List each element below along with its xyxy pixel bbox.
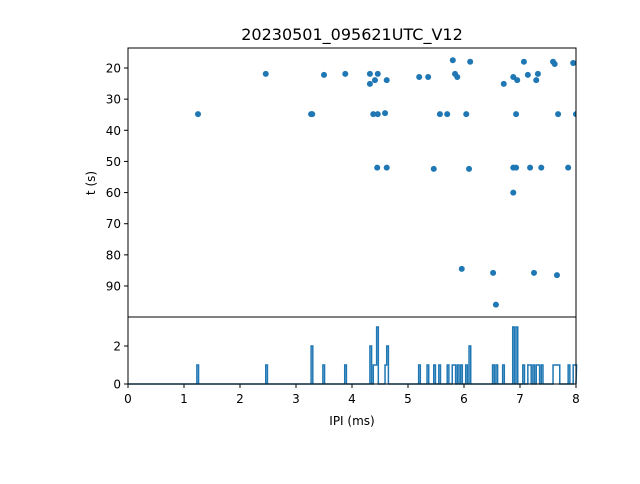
x-tick-label: 4 (348, 392, 356, 406)
scatter-point (534, 70, 541, 77)
y-tick-label: 20 (106, 62, 121, 76)
scatter-point (374, 164, 381, 171)
scatter-point (500, 80, 507, 87)
scatter-point (463, 111, 470, 118)
scatter-point (514, 77, 521, 84)
scatter-point (531, 269, 537, 276)
scatter-point (371, 77, 378, 84)
y-tick-label: 80 (106, 248, 121, 262)
chart-title: 20230501_095621UTC_V12 (241, 25, 463, 45)
x-tick-label: 2 (236, 392, 244, 406)
scatter-point (565, 164, 572, 171)
axes-frame (127, 47, 577, 318)
scatter-point (416, 74, 423, 81)
scatter-point (467, 58, 474, 65)
scatter-point (383, 77, 390, 84)
y-tick-label: 0 (113, 378, 121, 392)
scatter-point (510, 189, 517, 196)
histogram-axes: 0 2 0 1 2 3 4 5 6 7 8 (113, 316, 580, 406)
scatter-point (374, 111, 381, 118)
x-tick-label: 6 (460, 392, 468, 406)
scatter-point (425, 74, 432, 81)
y-tick-label: 30 (106, 93, 121, 107)
scatter-point (555, 111, 562, 118)
scatter-point (449, 57, 456, 64)
points (195, 57, 576, 308)
y-tick-label: 50 (106, 155, 121, 169)
y-tick-label: 90 (106, 280, 121, 294)
scatter-point (444, 111, 451, 118)
scatter-point (466, 165, 473, 172)
scatter-point (513, 164, 520, 171)
x-tick-label: 1 (180, 392, 188, 406)
scatter-point (527, 164, 534, 171)
scatter-point (492, 301, 499, 308)
scatter-point (382, 110, 389, 117)
scatter-point (458, 265, 465, 272)
x-tick-label: 8 (572, 392, 580, 406)
scatter-point (366, 80, 373, 87)
y-tick-label: 40 (106, 124, 121, 138)
y-axis-label: t (s) (84, 171, 98, 195)
y-tick-label: 2 (113, 340, 121, 354)
scatter-point (538, 164, 545, 171)
scatter-point (383, 164, 390, 171)
x-tick-label: 0 (124, 392, 132, 406)
scatter-point (342, 70, 349, 77)
scatter-point (374, 70, 381, 77)
scatter-point (454, 74, 461, 81)
y-tick-label: 70 (106, 217, 121, 231)
scatter-point (553, 272, 560, 279)
x-axis-label: IPI (ms) (329, 414, 374, 428)
scatter-point (321, 71, 327, 78)
scatter-point (370, 111, 377, 118)
scatter-point (520, 58, 527, 65)
scatter-point (573, 111, 576, 118)
x-tick-label: 7 (516, 392, 524, 406)
scatter-point (195, 111, 201, 118)
scatter-axes: 20 30 40 50 60 70 80 90 (106, 47, 577, 318)
x-tick-label: 5 (404, 392, 412, 406)
axes-frame (127, 316, 577, 385)
scatter-point (430, 165, 437, 172)
scatter-point (490, 269, 497, 276)
histogram-line (128, 326, 578, 385)
x-tick-label: 3 (292, 392, 300, 406)
scatter-point (366, 70, 373, 77)
scatter-point (513, 111, 520, 118)
scatter-point (524, 71, 531, 78)
y-tick-label: 60 (106, 186, 121, 200)
scatter-point (262, 70, 269, 77)
scatter-point (551, 60, 558, 67)
scatter-point (533, 77, 540, 84)
scatter-point (570, 60, 576, 67)
scatter-point (309, 111, 316, 118)
scatter-point (436, 111, 443, 118)
